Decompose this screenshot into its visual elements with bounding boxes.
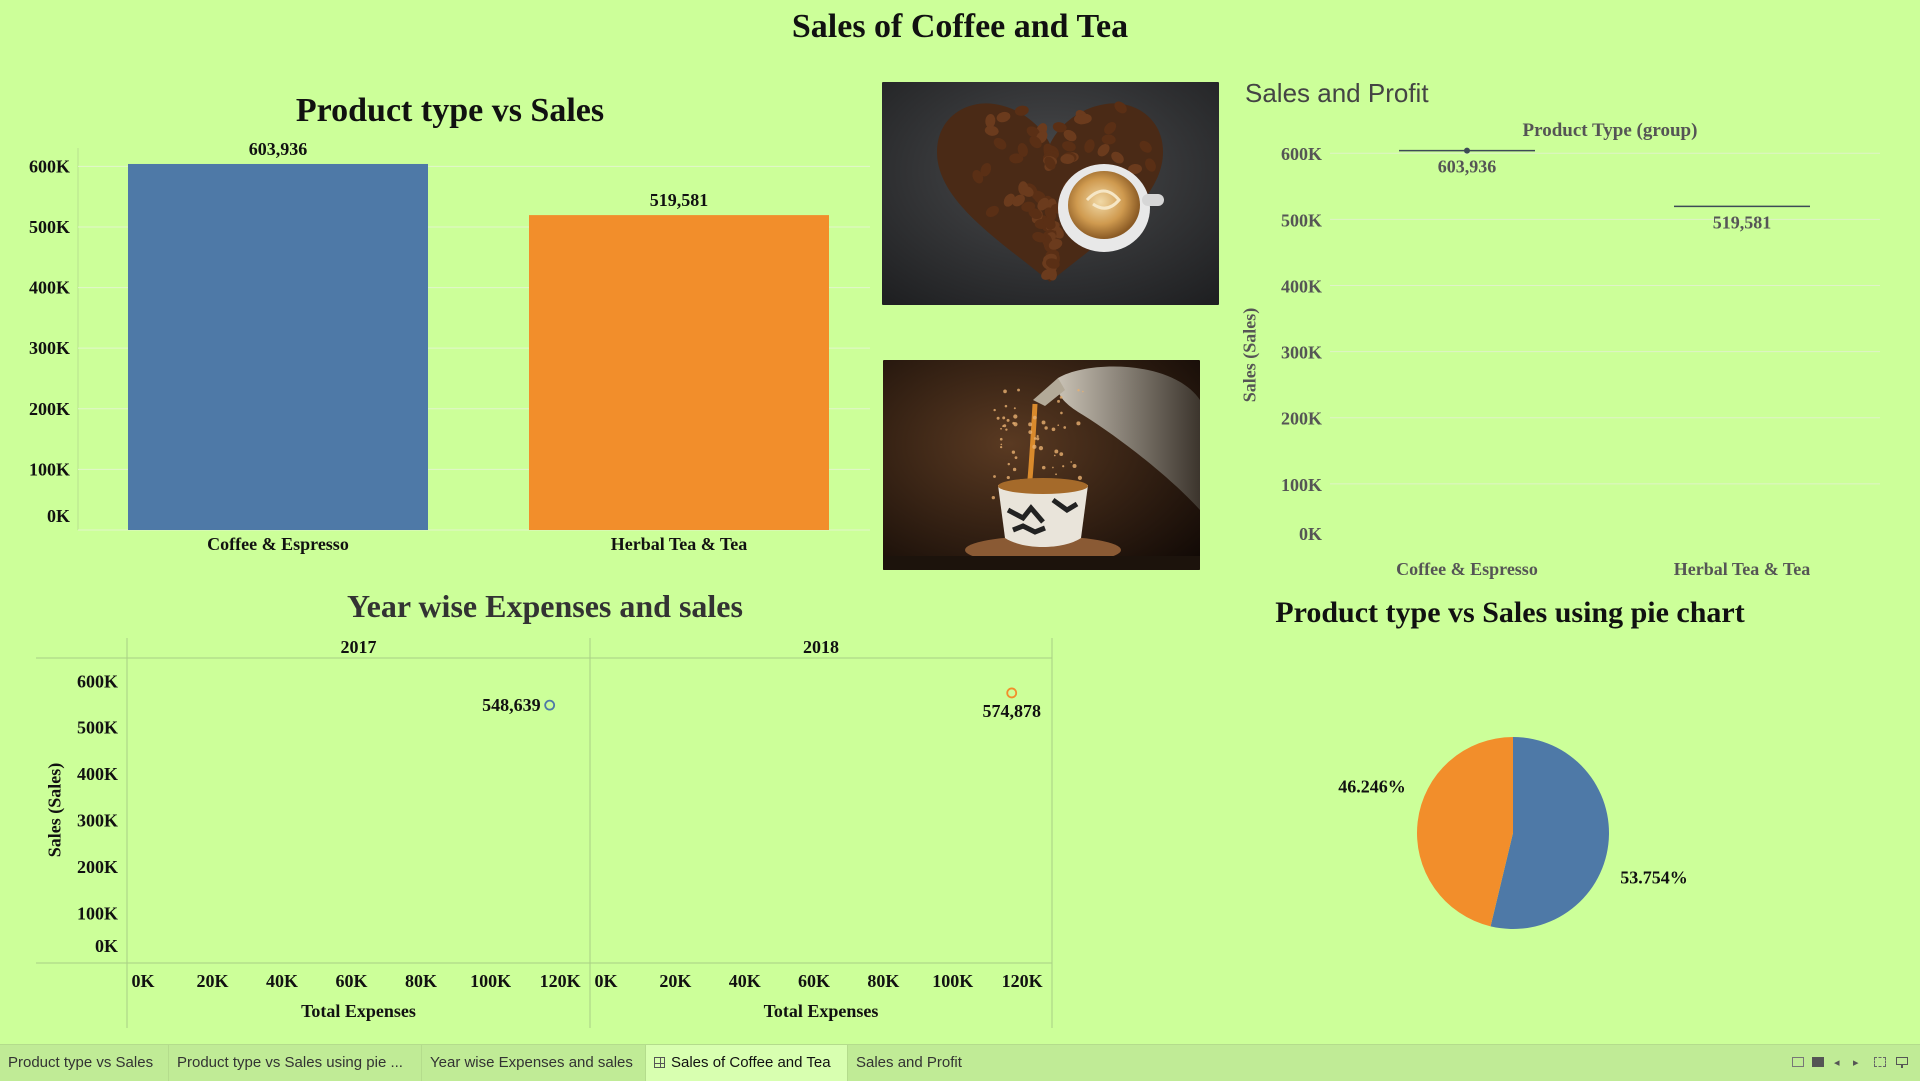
- presentation-mode-icon[interactable]: [1896, 1057, 1910, 1069]
- bar-data-label: 603,936: [249, 139, 308, 159]
- scatter-panel-header: 2018: [803, 637, 839, 657]
- sales-profit-data-label: 603,936: [1438, 157, 1497, 177]
- scatter-y-tick: 300K: [77, 811, 118, 831]
- pie-slices: 53.754% 46.246%: [1338, 737, 1688, 929]
- scatter-x-tick: 0K: [131, 971, 154, 991]
- sales-profit-point: [1464, 147, 1470, 154]
- scatter-x-tick: 100K: [470, 971, 511, 991]
- sales-profit-y-ticks: 0K 100K 200K 300K 400K 500K 600K: [1281, 144, 1322, 544]
- scatter-x-label: Total Expenses: [301, 1001, 416, 1021]
- bar-category-label: Herbal Tea & Tea: [611, 534, 748, 554]
- next-sheet-icon[interactable]: ▸: [1853, 1057, 1859, 1069]
- scatter-x-tick: 60K: [798, 971, 830, 991]
- scatter-point-label: 574,878: [982, 701, 1041, 721]
- sales-profit-y-tick: 200K: [1281, 409, 1322, 429]
- bar-herbal-tea[interactable]: [529, 215, 829, 530]
- pie-slice-herbal-tea[interactable]: [1417, 737, 1513, 927]
- scatter-points: 2017 548,639 2018 574,878: [341, 637, 1041, 721]
- bar-category-label: Coffee & Espresso: [207, 534, 349, 554]
- scatter-x-tick: 120K: [1002, 971, 1043, 991]
- scatter-chart[interactable]: 0K 100K 200K 300K 400K 500K 600K 0K 20K 40K 60K 80K…: [0, 630, 1070, 1030]
- bar-chart-y-ticks: 0K 100K 200K 300K 400K 500K 600K: [29, 156, 70, 526]
- filmstrip-view-icon[interactable]: [1792, 1057, 1806, 1069]
- scatter-y-tick: 400K: [77, 764, 118, 784]
- scatter-y-tick: 0K: [95, 936, 118, 956]
- dashboard-grid-icon: [654, 1057, 665, 1068]
- tea-pour-image: [883, 360, 1200, 570]
- sales-profit-y-tick: 500K: [1281, 210, 1322, 230]
- scatter-x-tick: 20K: [659, 971, 691, 991]
- scatter-y-tick: 100K: [77, 904, 118, 924]
- sales-profit-y-tick: 100K: [1281, 475, 1322, 495]
- bar-chart-y-tick: 300K: [29, 338, 70, 358]
- scatter-x-tick: 80K: [867, 971, 899, 991]
- sales-profit-title: Sales and Profit: [1245, 78, 1429, 108]
- scatter-ticks: 0K 100K 200K 300K 400K 500K 600K 0K 20K 40K 60K 80K…: [77, 671, 1043, 1021]
- sales-profit-marks: 603,936 Coffee & Espresso 519,581 Herbal Te…: [1396, 147, 1811, 579]
- tab-product-type-vs-sales-pie[interactable]: Product type vs Sales using pie ...: [169, 1045, 422, 1081]
- sheet-tab-bar: Product type vs Sales Product type vs Sa…: [0, 1044, 1920, 1081]
- tabs-view-icon[interactable]: [1812, 1057, 1826, 1069]
- tab-sales-and-profit[interactable]: Sales and Profit: [856, 1054, 962, 1071]
- sales-profit-data-label: 519,581: [1713, 212, 1772, 232]
- bar-chart-bars: 603,936 Coffee & Espresso 519,581 Herbal Te…: [128, 139, 829, 554]
- tab-sales-of-coffee-and-tea[interactable]: Sales of Coffee and Tea: [646, 1045, 848, 1081]
- scatter-y-tick: 200K: [77, 857, 118, 877]
- bar-chart-y-tick: 100K: [29, 459, 70, 479]
- sales-profit-y-tick: 600K: [1281, 144, 1322, 164]
- bar-coffee-espresso[interactable]: [128, 163, 428, 530]
- scatter-x-tick: 120K: [540, 971, 581, 991]
- pie-title: Product type vs Sales using pie chart: [1275, 596, 1745, 629]
- bar-chart-y-tick: 600K: [29, 156, 70, 176]
- bar-chart-y-tick: 400K: [29, 278, 70, 298]
- sales-profit-category-label: Herbal Tea & Tea: [1674, 559, 1811, 579]
- pie-slice-coffee-espresso[interactable]: [1490, 737, 1609, 929]
- bar-chart-title: Product type vs Sales: [295, 92, 605, 129]
- pie-chart[interactable]: 53.754% 46.246%: [1300, 700, 1800, 960]
- bar-data-label: 519,581: [650, 190, 709, 210]
- scatter-x-tick: 60K: [336, 971, 368, 991]
- sales-profit-chart[interactable]: 0K 100K 200K 300K 400K 500K 600K 603,936 Coffee…: [1260, 140, 1900, 590]
- scatter-x-tick: 100K: [932, 971, 973, 991]
- scatter-x-tick: 40K: [729, 971, 761, 991]
- scatter-x-tick: 80K: [405, 971, 437, 991]
- scatter-point-2018[interactable]: [1006, 687, 1018, 699]
- sales-profit-y-label: Sales (Sales): [1239, 307, 1260, 403]
- tab-product-type-vs-sales[interactable]: Product type vs Sales: [0, 1045, 169, 1081]
- scatter-panel-header: 2017: [341, 637, 377, 657]
- scatter-point-label: 548,639: [482, 695, 541, 715]
- scatter-y-tick: 600K: [77, 671, 118, 691]
- coffee-heart-image: [882, 82, 1219, 305]
- sales-profit-y-tick: 300K: [1281, 343, 1322, 363]
- bar-chart-y-tick: 200K: [29, 399, 70, 419]
- sales-profit-y-tick: 400K: [1281, 276, 1322, 296]
- scatter-point-2017[interactable]: [544, 699, 556, 711]
- scatter-x-tick: 0K: [594, 971, 617, 991]
- sales-profit-y-tick: 0K: [1299, 524, 1322, 544]
- fullscreen-icon[interactable]: [1874, 1057, 1888, 1069]
- pie-slice-label: 53.754%: [1620, 868, 1688, 888]
- prev-sheet-icon[interactable]: ◂: [1834, 1057, 1840, 1069]
- scatter-y-tick: 500K: [77, 718, 118, 738]
- bar-chart-y-tick: 500K: [29, 217, 70, 237]
- sales-profit-header: Product Type (group): [1522, 120, 1698, 141]
- scatter-x-label: Total Expenses: [764, 1001, 879, 1021]
- bar-chart[interactable]: 0K 100K 200K 300K 400K 500K 600K 603,936 Coffee…: [0, 130, 880, 560]
- tab-year-wise-expenses[interactable]: Year wise Expenses and sales: [422, 1045, 646, 1081]
- scatter-x-tick: 40K: [266, 971, 298, 991]
- scatter-title: Year wise Expenses and sales: [347, 588, 743, 624]
- bar-chart-y-tick: 0K: [47, 506, 70, 526]
- pie-slice-label: 46.246%: [1338, 776, 1406, 796]
- dashboard-title: Sales of Coffee and Tea: [791, 8, 1129, 45]
- scatter-x-tick: 20K: [197, 971, 229, 991]
- sales-profit-category-label: Coffee & Espresso: [1396, 559, 1538, 579]
